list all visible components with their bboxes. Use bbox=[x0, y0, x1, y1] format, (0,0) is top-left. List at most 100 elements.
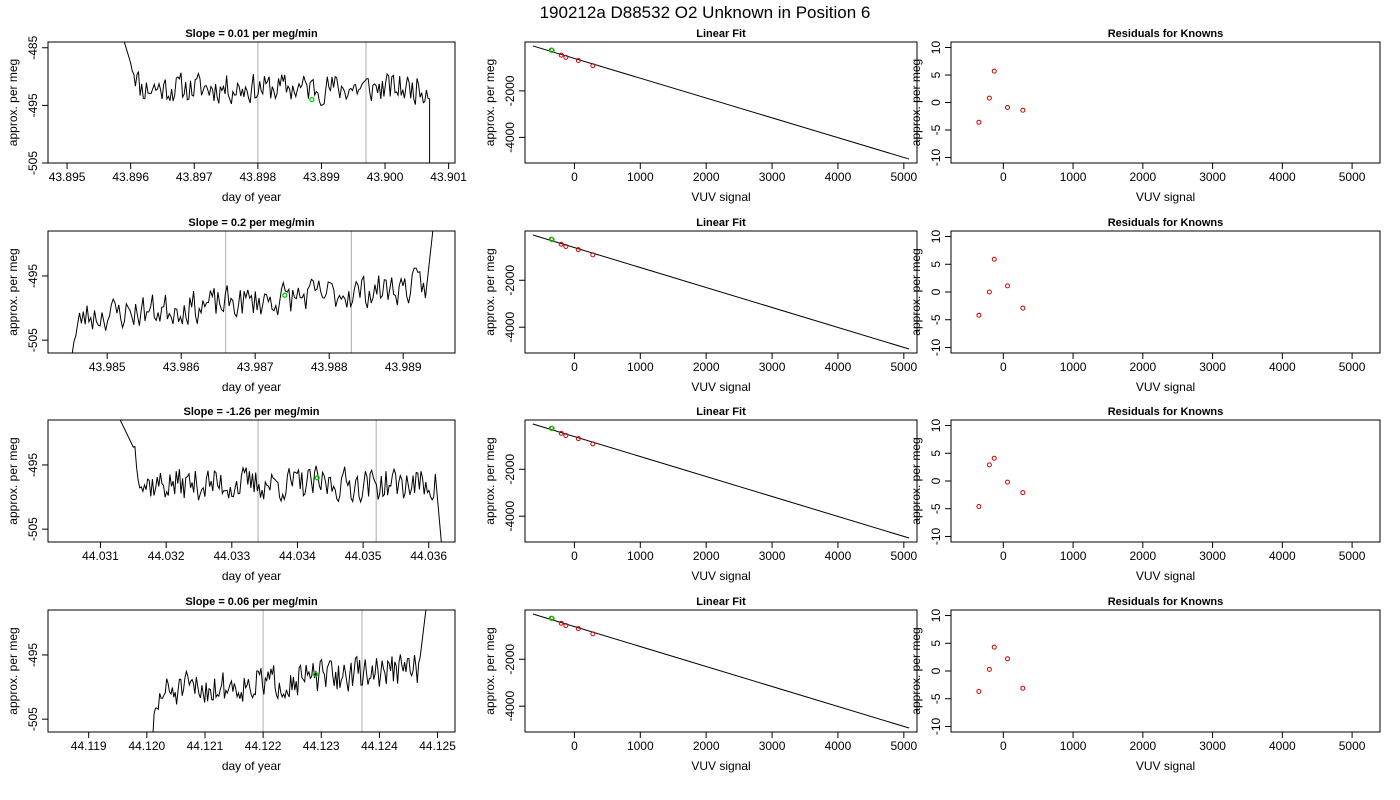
known-point bbox=[558, 620, 564, 626]
x-tick-label: 0 bbox=[571, 170, 578, 184]
known-point bbox=[558, 430, 564, 436]
known-point bbox=[558, 241, 564, 247]
known-point bbox=[563, 243, 569, 249]
plot-area bbox=[976, 455, 1026, 510]
y-tick-label: 0 bbox=[929, 477, 943, 484]
x-tick-label: 4000 bbox=[1269, 549, 1296, 563]
plot-area bbox=[119, 420, 442, 542]
plot-area bbox=[532, 613, 910, 729]
x-tick-label: 2000 bbox=[693, 549, 720, 563]
x-tick-label: 1000 bbox=[1060, 739, 1087, 753]
y-tick-label: -495 bbox=[26, 643, 40, 667]
data-trace bbox=[119, 420, 442, 542]
x-tick-label: 44.031 bbox=[82, 549, 119, 563]
residual-point bbox=[976, 504, 982, 510]
panel-title: Residuals for Knowns bbox=[1108, 406, 1224, 418]
y-tick-label: -4000 bbox=[503, 501, 517, 532]
y-axis-label: approx. per meg bbox=[909, 59, 923, 146]
y-axis-label: approx. per meg bbox=[909, 248, 923, 335]
panel-title: Linear Fit bbox=[696, 217, 746, 229]
unknown-point bbox=[549, 47, 555, 54]
residual-point bbox=[1005, 656, 1011, 662]
unknown-marker bbox=[314, 475, 320, 481]
plot-frame bbox=[524, 230, 918, 354]
x-tick-label: 0 bbox=[1000, 739, 1007, 753]
residual-point bbox=[991, 68, 997, 74]
fit-line bbox=[532, 613, 910, 729]
x-tick-label: 3000 bbox=[759, 549, 786, 563]
y-tick-label: 5 bbox=[929, 450, 943, 457]
panel-title: Slope = 0.01 per meg/min bbox=[185, 28, 318, 40]
y-tick-label: -505 bbox=[26, 517, 40, 541]
y-tick-label: -10 bbox=[929, 338, 943, 356]
panel-title: Slope = -1.26 per meg/min bbox=[183, 406, 319, 418]
fit-line bbox=[532, 234, 910, 350]
y-tick-label: 5 bbox=[929, 71, 943, 78]
panel-title: Slope = 0.06 per meg/min bbox=[185, 596, 318, 608]
chart-panel-8: Linear Fit VUV signal approx. per meg 0 1000… bbox=[483, 596, 918, 773]
residual-point bbox=[1005, 104, 1011, 110]
y-tick-label: 0 bbox=[929, 99, 943, 106]
x-tick-label: 43.899 bbox=[303, 170, 340, 184]
x-tick-label: 5000 bbox=[890, 360, 917, 374]
y-tick-label: -2000 bbox=[503, 265, 517, 296]
residual-point bbox=[986, 95, 992, 101]
x-tick-label: 44.123 bbox=[303, 739, 340, 753]
known-point bbox=[590, 441, 596, 447]
y-tick-label: -505 bbox=[26, 707, 40, 731]
x-tick-label: 4000 bbox=[825, 360, 852, 374]
x-tick-label: 43.898 bbox=[240, 170, 277, 184]
plot-frame bbox=[47, 419, 456, 543]
x-tick-label: 1000 bbox=[627, 549, 654, 563]
y-axis-label: approx. per meg bbox=[483, 248, 497, 335]
y-tick-label: -5 bbox=[929, 124, 943, 135]
x-tick-label: 44.119 bbox=[71, 739, 107, 753]
x-tick-label: 44.121 bbox=[187, 739, 224, 753]
known-point bbox=[563, 622, 569, 628]
x-tick-label: 44.033 bbox=[213, 549, 250, 563]
known-point bbox=[590, 252, 596, 258]
y-tick-label: -2000 bbox=[503, 454, 517, 485]
chart-panel-11: Residuals for Knowns VUV signal approx. pe… bbox=[909, 406, 1381, 583]
plot-frame bbox=[950, 41, 1381, 164]
y-tick-label: -10 bbox=[929, 717, 943, 735]
y-tick-label: -5 bbox=[929, 314, 943, 325]
y-axis-label: approx. per meg bbox=[6, 248, 20, 335]
x-tick-label: 44.124 bbox=[361, 739, 398, 753]
y-tick-label: 0 bbox=[929, 667, 943, 674]
plot-area bbox=[71, 231, 434, 353]
x-tick-label: 44.035 bbox=[345, 549, 382, 563]
x-tick-label: 3000 bbox=[1199, 360, 1226, 374]
y-tick-label: -10 bbox=[929, 149, 943, 167]
fit-line bbox=[532, 423, 910, 539]
known-point bbox=[590, 63, 596, 69]
unknown-point bbox=[549, 425, 555, 432]
residual-point bbox=[1020, 305, 1026, 311]
x-tick-label: 0 bbox=[571, 549, 578, 563]
panel-title: Linear Fit bbox=[696, 406, 746, 418]
unknown-marker bbox=[282, 292, 288, 298]
x-tick-label: 5000 bbox=[1339, 549, 1366, 563]
y-tick-label: 5 bbox=[929, 261, 943, 268]
y-tick-label: 10 bbox=[929, 41, 943, 55]
y-tick-label: -2000 bbox=[503, 644, 517, 675]
y-axis-label: approx. per meg bbox=[483, 627, 497, 714]
x-axis-label: VUV signal bbox=[1136, 569, 1195, 583]
x-tick-label: 0 bbox=[571, 739, 578, 753]
chart-panel-6: Linear Fit VUV signal approx. per meg 0 1000… bbox=[483, 217, 918, 394]
y-tick-label: -505 bbox=[26, 328, 40, 352]
residual-point bbox=[991, 644, 997, 650]
x-tick-label: 4000 bbox=[825, 170, 852, 184]
y-tick-label: 0 bbox=[929, 288, 943, 295]
y-tick-label: -5 bbox=[929, 503, 943, 514]
x-tick-label: 2000 bbox=[1129, 360, 1156, 374]
plot-area bbox=[976, 644, 1026, 695]
y-tick-label: 10 bbox=[929, 609, 943, 623]
x-tick-label: 1000 bbox=[627, 360, 654, 374]
y-tick-label: -5 bbox=[929, 693, 943, 704]
x-tick-label: 43.986 bbox=[163, 360, 200, 374]
x-tick-label: 44.122 bbox=[245, 739, 282, 753]
x-tick-label: 2000 bbox=[693, 739, 720, 753]
y-tick-label: -4000 bbox=[503, 691, 517, 722]
